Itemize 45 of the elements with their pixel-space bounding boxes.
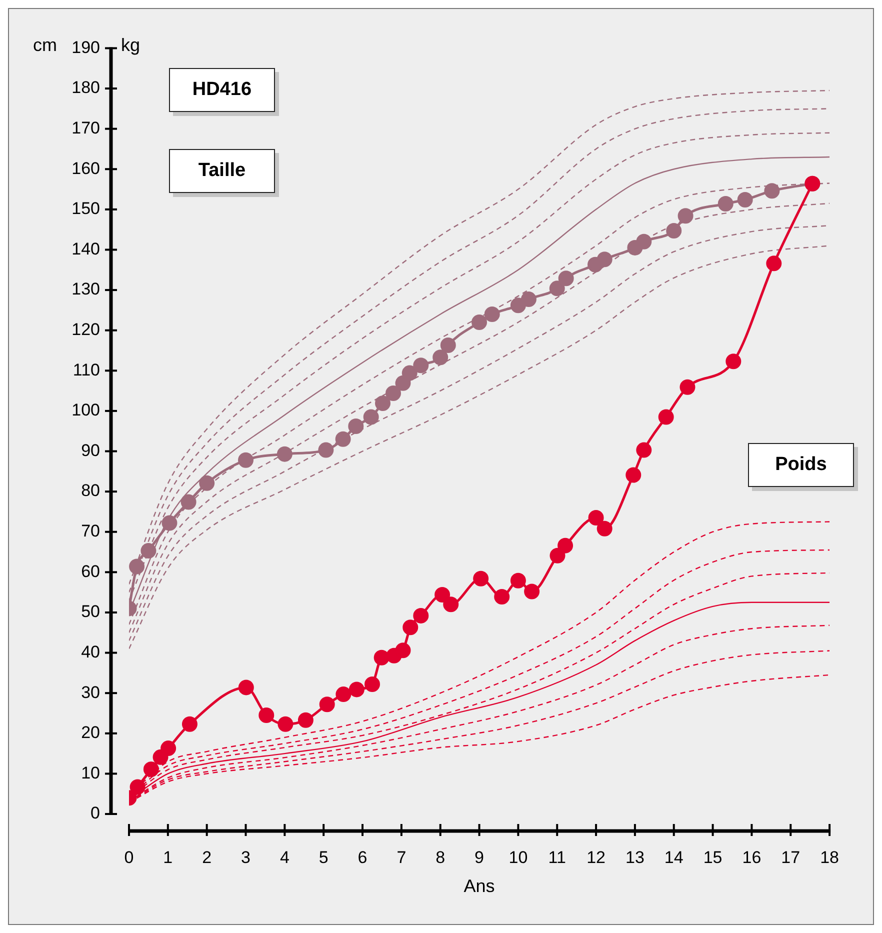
y-tick-label: 90 (81, 440, 100, 460)
x-tick-label: 18 (820, 848, 840, 867)
x-tick-label: 9 (474, 848, 484, 867)
x-tick-label: 11 (548, 848, 566, 867)
x-tick-label: 5 (318, 848, 328, 867)
y-tick-label: 130 (72, 280, 100, 299)
y-tick-label: 40 (81, 642, 100, 662)
y-tick-label: 180 (72, 78, 100, 98)
x-tick-label: 17 (781, 848, 800, 867)
x-tick-label: 1 (163, 848, 173, 867)
annotation: kg (121, 35, 140, 56)
x-tick-label: 16 (742, 848, 762, 867)
y-tick-label: 50 (81, 602, 100, 622)
annotation: Poids (748, 443, 854, 487)
y-tick-label: 110 (72, 360, 100, 380)
y-tick-label: 120 (72, 320, 100, 340)
x-tick-label: 2 (202, 848, 212, 867)
x-tick-label: 3 (241, 848, 250, 867)
y-tick-label: 80 (81, 481, 100, 500)
y-tick-label: 20 (81, 723, 100, 742)
y-tick-label: 140 (72, 239, 100, 258)
x-tick-label: 12 (586, 848, 606, 867)
y-tick-label: 150 (72, 199, 100, 218)
x-tick-label: 15 (703, 848, 722, 867)
y-tick-label: 170 (72, 118, 100, 138)
x-tick-label: 6 (358, 848, 368, 867)
x-tick-label: 14 (664, 848, 684, 867)
y-tick-label: 160 (72, 158, 100, 178)
annotation: Taille (169, 149, 275, 193)
y-axis-title: cm (33, 35, 57, 56)
y-tick-label: 10 (81, 763, 100, 782)
x-tick-label: 4 (280, 848, 290, 867)
x-tick-label: 13 (625, 848, 644, 867)
x-axis-title: Ans (464, 876, 495, 896)
y-tick-label: 0 (90, 804, 100, 823)
y-tick-label: 70 (81, 522, 100, 541)
annotation: HD416 (169, 68, 275, 112)
y-tick-label: 100 (72, 400, 100, 420)
x-tick-label: 0 (124, 848, 134, 867)
y-tick-label: 30 (81, 682, 100, 702)
x-tick-label: 7 (396, 848, 406, 867)
y-tick-label: 60 (81, 562, 100, 581)
x-tick-label: 10 (508, 848, 528, 867)
x-tick-label: 8 (436, 848, 446, 867)
y-tick-label: 190 (72, 38, 100, 57)
